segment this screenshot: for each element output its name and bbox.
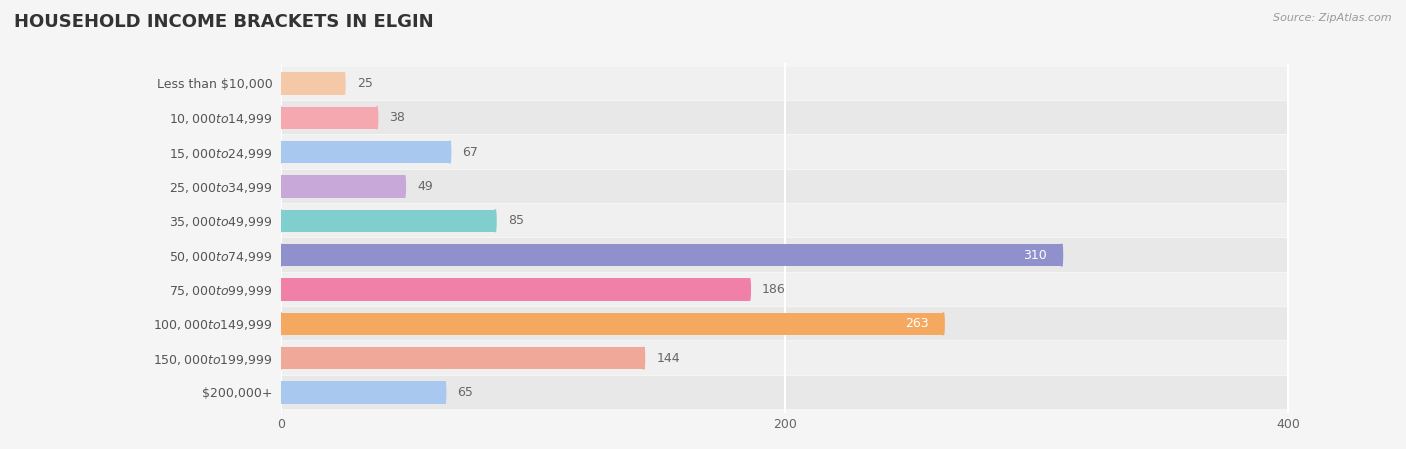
Circle shape	[404, 175, 405, 198]
Circle shape	[343, 72, 344, 95]
Text: 144: 144	[657, 352, 681, 365]
Text: 263: 263	[904, 317, 928, 330]
Bar	[281, 313, 943, 335]
Text: 49: 49	[418, 180, 433, 193]
Bar	[281, 342, 1288, 375]
Text: HOUSEHOLD INCOME BRACKETS IN ELGIN: HOUSEHOLD INCOME BRACKETS IN ELGIN	[14, 13, 433, 31]
Bar	[281, 238, 1288, 272]
Bar	[281, 381, 444, 404]
Circle shape	[280, 141, 283, 163]
Text: Source: ZipAtlas.com: Source: ZipAtlas.com	[1274, 13, 1392, 23]
Bar	[281, 67, 1288, 100]
Circle shape	[280, 175, 283, 198]
Circle shape	[280, 278, 283, 301]
Circle shape	[1062, 244, 1063, 266]
Circle shape	[280, 381, 283, 404]
Circle shape	[280, 210, 283, 232]
Circle shape	[495, 210, 496, 232]
Bar	[281, 101, 1288, 134]
Bar	[281, 273, 1288, 306]
Bar	[281, 170, 1288, 203]
Bar	[281, 136, 1288, 169]
Circle shape	[280, 244, 283, 266]
Circle shape	[280, 313, 283, 335]
Circle shape	[643, 347, 644, 369]
Circle shape	[280, 347, 283, 369]
Bar	[281, 210, 495, 232]
Bar	[281, 204, 1288, 238]
Bar	[281, 141, 450, 163]
Text: 310: 310	[1022, 249, 1046, 262]
Circle shape	[444, 381, 446, 404]
Bar	[281, 72, 344, 95]
Bar	[281, 376, 1288, 409]
Bar	[281, 107, 377, 129]
Circle shape	[942, 313, 945, 335]
Text: 186: 186	[762, 283, 786, 296]
Text: 25: 25	[357, 77, 373, 90]
Text: 85: 85	[508, 214, 524, 227]
Bar	[281, 307, 1288, 340]
Circle shape	[280, 72, 283, 95]
Circle shape	[280, 107, 283, 129]
Circle shape	[449, 141, 451, 163]
Circle shape	[375, 107, 378, 129]
Bar	[281, 278, 749, 301]
Circle shape	[748, 278, 751, 301]
Text: 65: 65	[457, 386, 474, 399]
Bar	[281, 347, 644, 369]
Text: 38: 38	[389, 111, 405, 124]
Bar	[281, 244, 1062, 266]
Bar	[281, 175, 405, 198]
Text: 67: 67	[463, 145, 478, 158]
